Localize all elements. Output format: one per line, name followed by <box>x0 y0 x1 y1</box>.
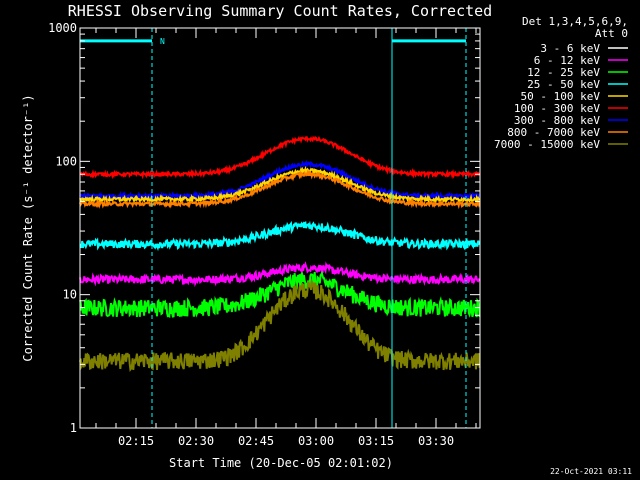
legend-label-7: 800 - 7000 keV <box>507 126 600 139</box>
legend-header-1: Att 0 <box>595 27 628 40</box>
series-line-1 <box>79 261 481 288</box>
x-tick-label-0: 02:15 <box>118 434 154 448</box>
y-tick-label-3: 1000 <box>48 21 77 35</box>
series-line-2 <box>79 270 481 319</box>
y-tick-label-2: 100 <box>55 154 77 168</box>
y-tick-label-1: 10 <box>63 288 77 302</box>
plot-data <box>79 135 481 407</box>
legend-label-8: 7000 - 15000 keV <box>494 138 600 151</box>
series-line-6 <box>79 165 481 205</box>
x-tick-label-5: 03:30 <box>418 434 454 448</box>
plot-frame <box>79 27 481 429</box>
chart-title: RHESSI Observing Summary Count Rates, Co… <box>68 2 492 20</box>
series-line-3 <box>79 220 481 252</box>
flag-label: N <box>160 37 165 46</box>
x-tick-label-1: 02:30 <box>178 434 214 448</box>
x-tick-label-2: 02:45 <box>238 434 274 448</box>
y-tick-label-0: 1 <box>70 421 77 435</box>
footer-date: 22-Oct-2021 03:11 <box>550 467 632 476</box>
axes: 1 10 100 1000 02:15 02:30 02:45 03:00 03:15 03:30 <box>48 21 480 448</box>
legend-label-6: 300 - 800 keV <box>514 114 600 127</box>
x-tick-label-4: 03:15 <box>358 434 394 448</box>
legend-label-5: 100 - 300 keV <box>514 102 600 115</box>
series-line-8 <box>79 277 481 373</box>
legend-label-4: 50 - 100 keV <box>521 90 601 103</box>
x-axis-label: Start Time (20-Dec-05 02:01:02) <box>169 456 393 470</box>
legend-label-3: 25 - 50 keV <box>527 78 600 91</box>
legend-label-0: 3 - 6 keV <box>540 42 600 55</box>
legend-label-2: 12 - 25 keV <box>527 66 600 79</box>
x-tick-label-3: 03:00 <box>298 434 334 448</box>
legend-header-0: Det 1,3,4,5,6,9, <box>522 15 628 28</box>
y-axis-label: Corrected Count Rate (s⁻¹ detector⁻¹) <box>21 94 35 361</box>
legend-label-1: 6 - 12 keV <box>534 54 601 67</box>
series-line-5 <box>79 159 481 202</box>
series-line-7 <box>79 169 481 210</box>
series-line-0 <box>79 283 481 407</box>
series-line-4 <box>79 135 480 180</box>
